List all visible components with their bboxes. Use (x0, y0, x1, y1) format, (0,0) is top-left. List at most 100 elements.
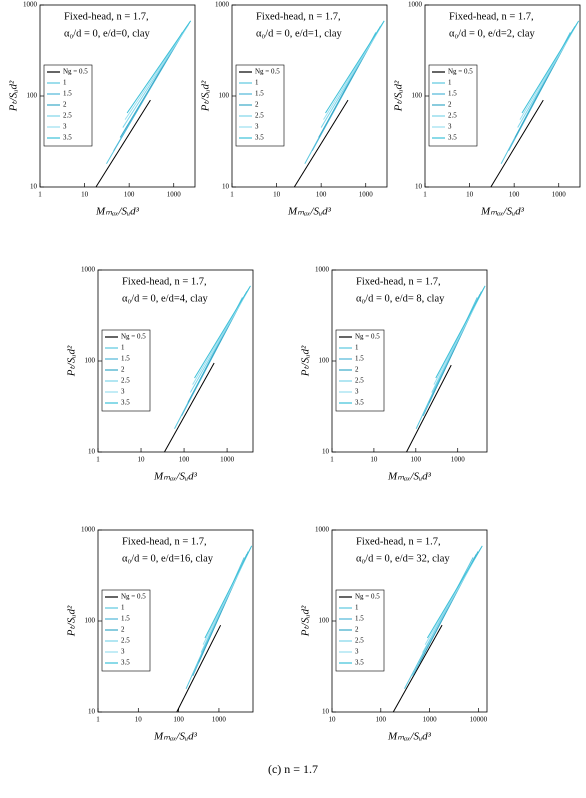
panel-title: Fixed-head, n = 1.7, (256, 11, 341, 22)
legend-label: 1 (355, 604, 359, 612)
legend-label: 1 (448, 79, 452, 87)
x-tick-label: 1000 (220, 456, 235, 464)
legend-box (335, 329, 385, 412)
legend-label: 2 (255, 101, 259, 109)
series-line (293, 99, 349, 188)
panel-subtitle: α₀/d = 0, e/d= 8, clay (356, 293, 445, 304)
x-tick-label: 1000 (451, 456, 466, 464)
x-tick-label: 10 (370, 456, 378, 464)
series-line (521, 20, 580, 114)
legend-label: 2 (121, 366, 125, 374)
x-axis-label: Mₘₐₓ/Sᵤd³ (95, 206, 140, 218)
x-axis-label: Mₘₐₓ/Sᵤd³ (287, 206, 332, 218)
x-tick-label: 1 (230, 191, 234, 199)
x-tick-label: 1 (330, 456, 334, 464)
x-tick-label: 100 (124, 191, 135, 199)
y-tick-label: 10 (322, 708, 330, 716)
legend-label: 3.5 (355, 659, 364, 667)
legend-label: 3 (121, 388, 125, 396)
legend-label: 1.5 (355, 355, 364, 363)
x-tick-label: 1000 (212, 716, 227, 724)
x-tick-label: 1 (96, 456, 100, 464)
y-tick-label: 1000 (81, 266, 96, 274)
x-tick-label: 100 (179, 456, 190, 464)
series-line (490, 99, 544, 188)
y-tick-label: 100 (412, 92, 423, 100)
panel-subtitle: α₀/d = 0, e/d=2, clay (449, 28, 535, 39)
legend-label: 1.5 (255, 90, 264, 98)
legend-label: Ng = 0.5 (355, 593, 380, 601)
series-line (435, 285, 486, 379)
x-tick-label: 10 (135, 716, 143, 724)
panel-subtitle: α₀/d = 0, e/d=4, clay (122, 293, 208, 304)
legend-label: 2.5 (63, 112, 72, 120)
legend-label: 3.5 (63, 134, 72, 142)
series-line (325, 20, 385, 114)
x-tick-label: 10000 (470, 716, 488, 724)
legend-label: 2.5 (121, 637, 130, 645)
series-line (406, 364, 452, 453)
panel: 1 10 100 1000101001000Mₘₐₓ/Sᵤd³Pₜ/Sᵤd²Fixed… (66, 526, 254, 743)
x-tick-label: 100 (316, 191, 327, 199)
x-axis-label: Mₘₐₓ/Sᵤd³ (153, 471, 198, 483)
legend-label: 2 (355, 366, 359, 374)
x-tick-label: 100 (376, 716, 387, 724)
legend-label: 1.5 (121, 355, 130, 363)
legend-label: 2 (121, 626, 125, 634)
legend-label: 2.5 (121, 377, 130, 385)
legend-label: Ng = 0.5 (121, 593, 146, 601)
panel: 10 100 1000 10000 10 100 1000 Mₘₐₓ/Sᵤd³ Pₜ/Sᵤd² F… (300, 526, 488, 743)
panel-title: Fixed-head, n = 1.7, (64, 11, 149, 22)
y-tick-label: 1000 (315, 266, 330, 274)
y-tick-label: 10 (88, 708, 96, 716)
y-tick-label: 1000 (23, 1, 38, 9)
legend-label: 1 (63, 79, 67, 87)
legend-label: 2.5 (355, 637, 364, 645)
x-tick-label: 1000 (359, 191, 374, 199)
x-tick-label: 1000 (552, 191, 567, 199)
panel: 1 10 100 1000101001000Mₘₐₓ/Sᵤd³Pₜ/Sᵤd²Fixed… (66, 266, 254, 483)
series-line (204, 545, 253, 639)
legend-label: 2.5 (255, 112, 264, 120)
y-tick-label: 100 (85, 357, 96, 365)
legend-label: 2.5 (448, 112, 457, 120)
y-tick-label: 100 (219, 92, 230, 100)
legend-label: Ng = 0.5 (355, 333, 380, 341)
legend-label: 3 (63, 123, 67, 131)
y-tick-label: 100 (85, 617, 96, 625)
y-tick-label: 1000 (315, 526, 330, 534)
x-tick-label: 1 (96, 716, 100, 724)
y-tick-label: 100 (319, 357, 330, 365)
series-line (194, 285, 251, 379)
legend-label: 2 (355, 626, 359, 634)
legend-label: 3.5 (121, 659, 130, 667)
panel-subtitle: α₀/d = 0, e/d=16, clay (122, 553, 214, 564)
x-tick-label: 10 (81, 191, 89, 199)
y-tick-label: 10 (88, 448, 96, 456)
x-tick-label: 1000 (423, 716, 438, 724)
legend-label: 1.5 (355, 615, 364, 623)
panel: 1 10 100 1000101001000Mₘₐₓ/Sᵤd³Pₜ/Sᵤd²Fixed… (393, 1, 581, 218)
legend-label: Ng = 0.5 (121, 333, 146, 341)
y-tick-label: 1000 (215, 1, 230, 9)
x-axis-label: Mₘₐₓ/Sᵤd³ (387, 731, 432, 743)
panel-title: Fixed-head, n = 1.7, (122, 276, 207, 287)
y-axis-label: Pₜ/Sᵤd² (66, 605, 78, 637)
series-line (164, 362, 215, 453)
legend-label: 3 (121, 648, 125, 656)
panel-title: Fixed-head, n = 1.7, (356, 276, 441, 287)
x-tick-label: 100 (173, 716, 184, 724)
x-tick-label: 100 (509, 191, 520, 199)
x-tick-label: 10 (273, 191, 281, 199)
x-tick-label: 1 (423, 191, 427, 199)
y-tick-label: 100 (27, 92, 38, 100)
legend-label: 3.5 (448, 134, 457, 142)
panel-subtitle: α₀/d = 0, e/d=1, clay (256, 28, 342, 39)
legend-label: 3 (448, 123, 452, 131)
legend-label: 1 (355, 344, 359, 352)
x-tick-label: 100 (411, 456, 422, 464)
x-tick-label: 10 (329, 716, 337, 724)
y-tick-label: 10 (322, 448, 330, 456)
legend-label: 1 (255, 79, 259, 87)
